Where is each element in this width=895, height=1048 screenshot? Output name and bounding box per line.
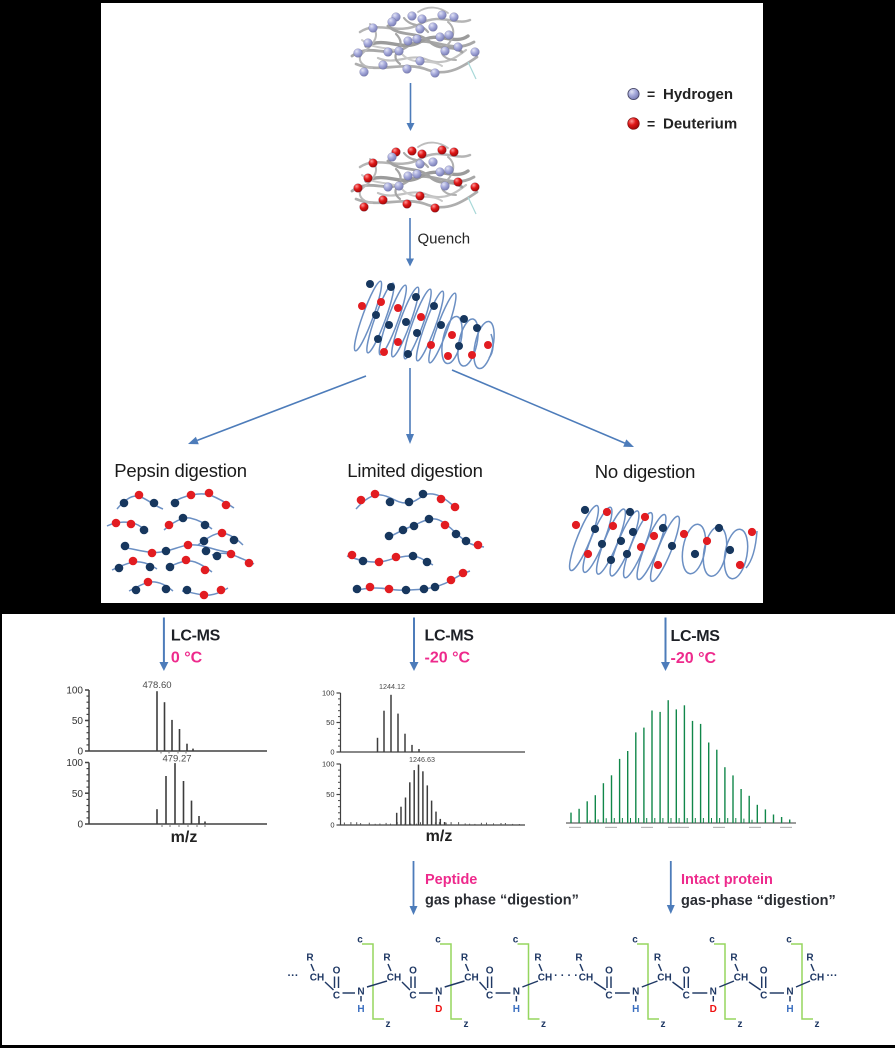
svg-text:479.27: 479.27 — [162, 754, 191, 765]
svg-text:gas phase “digestion”: gas phase “digestion” — [425, 893, 579, 909]
svg-text:H: H — [513, 1004, 520, 1015]
svg-text:N: N — [513, 987, 520, 998]
svg-text:H: H — [786, 1004, 793, 1015]
svg-text:m/z: m/z — [426, 828, 453, 845]
svg-text:1246.63: 1246.63 — [409, 755, 435, 764]
svg-text:z: z — [738, 1019, 743, 1030]
svg-text:CH: CH — [810, 973, 824, 984]
svg-text:0 °C: 0 °C — [171, 649, 203, 666]
svg-text:Deuterium: Deuterium — [663, 116, 737, 133]
svg-text:50: 50 — [326, 790, 334, 799]
svg-text:O: O — [333, 966, 341, 977]
svg-text:50: 50 — [326, 718, 334, 727]
svg-text:m/z: m/z — [171, 829, 198, 846]
svg-text:R: R — [654, 953, 662, 964]
svg-text:N: N — [357, 987, 364, 998]
svg-text:z: z — [541, 1019, 546, 1030]
svg-text:N: N — [435, 987, 442, 998]
svg-text:· · · ·: · · · · — [554, 970, 578, 982]
svg-text:O: O — [760, 966, 768, 977]
svg-text:H: H — [357, 1004, 364, 1015]
svg-text:No digestion: No digestion — [595, 461, 695, 482]
svg-text:O: O — [682, 966, 690, 977]
svg-text:Pepsin digestion: Pepsin digestion — [114, 460, 247, 481]
svg-text:-20 °C: -20 °C — [671, 650, 717, 667]
svg-text:R: R — [461, 953, 469, 964]
svg-text:C: C — [683, 991, 690, 1002]
svg-text:100: 100 — [66, 686, 83, 697]
svg-text:O: O — [605, 966, 613, 977]
svg-text:z: z — [386, 1019, 391, 1030]
svg-text:H: H — [632, 1004, 639, 1015]
svg-text:Quench: Quench — [418, 231, 471, 248]
svg-text:C: C — [409, 991, 416, 1002]
svg-text:c: c — [513, 935, 519, 946]
svg-text:=: = — [647, 116, 655, 132]
svg-text:0: 0 — [330, 821, 334, 830]
svg-text:N: N — [786, 987, 793, 998]
svg-text:C: C — [760, 991, 767, 1002]
svg-text:478.60: 478.60 — [142, 680, 171, 691]
svg-text:Limited digestion: Limited digestion — [347, 460, 482, 481]
svg-text:D: D — [435, 1004, 442, 1015]
svg-text:R: R — [730, 953, 738, 964]
svg-text:z: z — [661, 1019, 666, 1030]
svg-text:0: 0 — [330, 748, 334, 757]
svg-text:D: D — [710, 1004, 717, 1015]
svg-text:R: R — [306, 953, 314, 964]
svg-text:R: R — [806, 953, 814, 964]
svg-text:C: C — [333, 991, 340, 1002]
svg-text:···: ··· — [827, 970, 838, 982]
svg-text:O: O — [409, 966, 417, 977]
svg-text:1244.12: 1244.12 — [379, 682, 405, 691]
svg-text:C: C — [605, 991, 612, 1002]
svg-text:50: 50 — [72, 789, 84, 800]
svg-text:c: c — [786, 935, 792, 946]
svg-text:-20 °C: -20 °C — [425, 649, 471, 666]
svg-text:Intact protein: Intact protein — [681, 872, 773, 888]
svg-text:=: = — [647, 86, 655, 102]
svg-text:0: 0 — [77, 820, 83, 831]
svg-text:N: N — [632, 987, 639, 998]
svg-text:LC-MS: LC-MS — [171, 627, 221, 644]
svg-text:gas-phase “digestion”: gas-phase “digestion” — [681, 893, 836, 909]
svg-text:z: z — [815, 1019, 820, 1030]
svg-text:CH: CH — [734, 973, 748, 984]
svg-text:CH: CH — [579, 973, 593, 984]
svg-text:Peptide: Peptide — [425, 872, 477, 888]
svg-text:CH: CH — [464, 973, 478, 984]
svg-text:R: R — [575, 953, 583, 964]
svg-text:0: 0 — [77, 747, 83, 758]
svg-text:R: R — [534, 953, 542, 964]
svg-text:100: 100 — [322, 760, 335, 769]
svg-text:C: C — [486, 991, 493, 1002]
svg-text:CH: CH — [657, 973, 671, 984]
svg-text:CH: CH — [538, 973, 552, 984]
svg-text:c: c — [632, 935, 638, 946]
svg-text:z: z — [464, 1019, 469, 1030]
svg-text:Hydrogen: Hydrogen — [663, 86, 733, 103]
svg-text:CH: CH — [387, 973, 401, 984]
svg-text:c: c — [435, 935, 441, 946]
svg-text:···: ··· — [288, 970, 299, 982]
svg-text:c: c — [709, 935, 715, 946]
svg-text:CH: CH — [310, 973, 324, 984]
svg-text:N: N — [710, 987, 717, 998]
svg-text:100: 100 — [322, 689, 335, 698]
svg-text:R: R — [383, 953, 391, 964]
svg-text:LC-MS: LC-MS — [425, 627, 475, 644]
svg-text:100: 100 — [66, 758, 83, 769]
svg-text:O: O — [486, 966, 494, 977]
svg-text:c: c — [357, 935, 363, 946]
svg-text:50: 50 — [72, 716, 84, 727]
svg-text:LC-MS: LC-MS — [671, 628, 721, 645]
